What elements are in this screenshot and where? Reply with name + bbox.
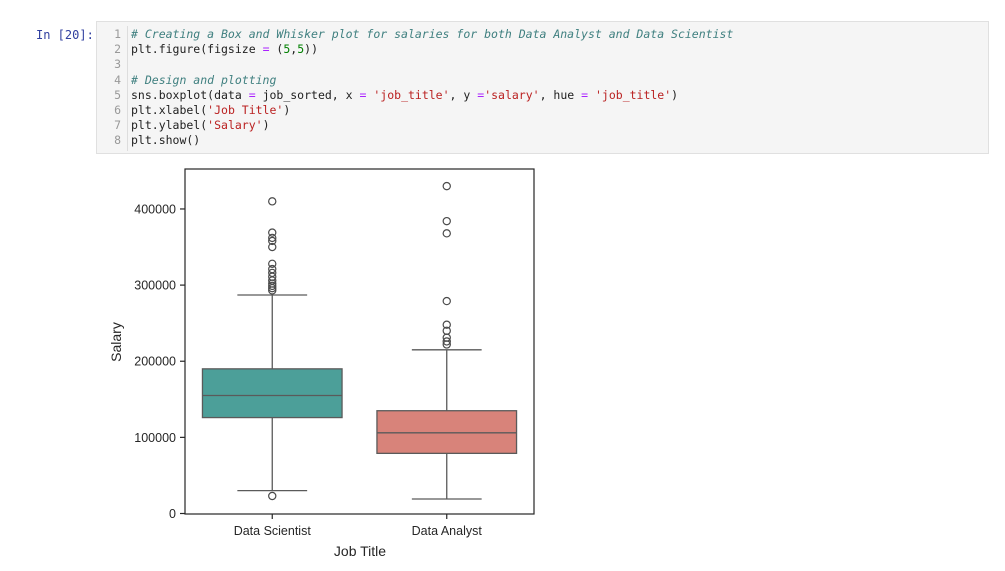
outlier-point [442, 216, 451, 226]
y-tick-label: 300000 [134, 279, 176, 293]
outlier-point [442, 229, 451, 238]
outlier-point [268, 491, 277, 501]
outlier-point [442, 181, 451, 191]
y-tick-label: 400000 [134, 202, 176, 216]
outlier-point [268, 228, 277, 237]
outlier-point [442, 326, 451, 335]
outlier-point [268, 242, 277, 252]
outlier-point [268, 264, 277, 274]
line-number: 5 [114, 87, 121, 102]
boxplot-chart: 0 100000 200000 300000 400000 Data Scientist… [108, 168, 535, 559]
code-text: plt.xlabel('Job Title') [131, 103, 291, 117]
cell-prompt: In [20]: [36, 28, 94, 42]
outlier-point [268, 233, 277, 243]
plot-frame [184, 168, 535, 515]
outlier-point [268, 281, 277, 291]
x-tick-label: Data Analyst [412, 524, 483, 538]
code-text: # Creating a Box and Whisker plot for sa… [131, 27, 734, 41]
line-number: 4 [114, 72, 121, 87]
y-tick-label: 0 [169, 507, 176, 521]
outlier-point [442, 337, 451, 346]
cell-output: 0 100000 200000 300000 400000 Data Scientist… [96, 160, 576, 565]
code-text: plt.ylabel('Salary') [131, 118, 270, 133]
box-iqr [376, 410, 518, 455]
y-tick-label: 200000 [134, 355, 176, 369]
outlier-point [442, 320, 451, 329]
y-axis-label: Salary [108, 322, 124, 362]
outlier-point [268, 268, 277, 278]
line-number: 6 [114, 103, 121, 117]
line-number: 2 [114, 42, 121, 57]
code-text: plt.show() [131, 133, 201, 148]
x-tick-label: Data Scientist [234, 524, 312, 538]
gutter-divider [127, 26, 128, 151]
code-cell-input[interactable]: 1 # Creating a Box and Whisker plot for s… [96, 21, 989, 154]
code-text: sns.boxplot(data = job_sorted, x = 'job_… [131, 87, 679, 102]
line-number: 1 [114, 27, 121, 41]
outlier-point [442, 296, 451, 306]
y-tick-label: 100000 [134, 431, 176, 445]
code-text: plt.figure(figsize = (5,5)) [131, 42, 319, 57]
line-number: 3 [114, 57, 121, 72]
outlier-point [268, 259, 277, 268]
box-iqr [201, 368, 343, 419]
x-axis-label: Job Title [334, 543, 386, 559]
line-number: 8 [114, 133, 121, 148]
code-text: # Design and plotting [131, 72, 277, 87]
outlier-point [268, 236, 277, 246]
outlier-point [268, 197, 277, 206]
line-number: 7 [114, 118, 121, 133]
